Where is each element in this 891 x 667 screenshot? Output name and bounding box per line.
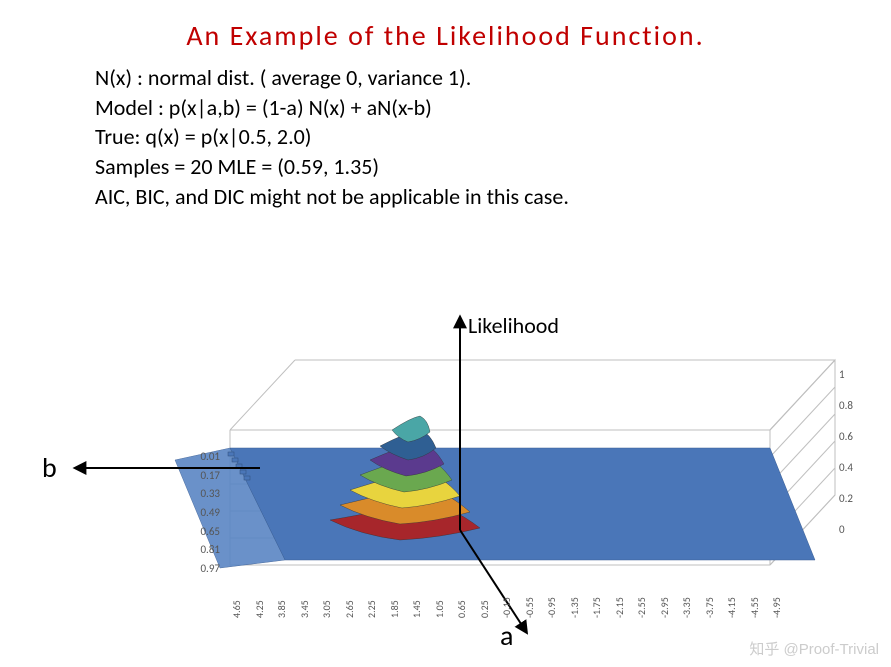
- z-tick: 0: [839, 523, 863, 536]
- surface-floor: [230, 448, 815, 560]
- a-tick: 3.85: [275, 600, 288, 618]
- b-tick: 0.81: [190, 541, 220, 560]
- axis-label-b: b: [42, 450, 57, 485]
- a-tick: -4.15: [725, 597, 738, 618]
- desc-line-1: N(x) : normal dist. ( average 0, varianc…: [95, 63, 811, 93]
- b-tick: 0.01: [190, 448, 220, 467]
- b-tick: 0.17: [190, 467, 220, 486]
- a-axis-ticks: 4.65 4.25 3.85 3.45 3.05 2.65 2.25 1.85 1.45 1.05…: [220, 578, 780, 638]
- a-tick: 0.65: [455, 600, 468, 618]
- a-tick: -4.95: [770, 597, 783, 618]
- a-tick: -1.35: [568, 597, 581, 618]
- a-tick: -0.55: [523, 597, 536, 618]
- z-tick: 1: [839, 368, 863, 381]
- a-tick: 3.45: [298, 600, 311, 618]
- z-axis-ticks: 1 0.8 0.6 0.4 0.2 0: [839, 368, 863, 554]
- desc-line-5: AIC, BIC, and DIC might not be applicabl…: [95, 182, 811, 212]
- a-tick: -2.95: [658, 597, 671, 618]
- a-tick: 0.25: [478, 600, 491, 618]
- b-tick: 0.97: [190, 560, 220, 579]
- b-tick: 0.65: [190, 523, 220, 542]
- a-tick: 1.05: [433, 600, 446, 618]
- a-tick: -0.15: [500, 597, 513, 618]
- a-tick: 1.45: [410, 600, 423, 618]
- desc-line-2: Model : p(x|a,b) = (1-a) N(x) + aN(x-b): [95, 93, 811, 123]
- z-tick: 0.2: [839, 492, 863, 505]
- b-tick: 0.33: [190, 485, 220, 504]
- a-tick: -4.55: [748, 597, 761, 618]
- a-tick: 2.65: [343, 600, 356, 618]
- z-tick: 0.8: [839, 399, 863, 412]
- slide-title: An Example of the Likelihood Function.: [0, 0, 891, 53]
- a-tick: -3.75: [703, 597, 716, 618]
- a-tick: 2.25: [365, 600, 378, 618]
- a-tick: -2.55: [635, 597, 648, 618]
- a-tick: 4.65: [230, 600, 243, 618]
- z-tick: 0.4: [839, 461, 863, 474]
- a-tick: 3.05: [320, 600, 333, 618]
- desc-line-3: True: q(x) = p(x|0.5, 2.0): [95, 122, 811, 152]
- z-tick: 0.6: [839, 430, 863, 443]
- desc-line-4: Samples = 20 MLE = (0.59, 1.35): [95, 152, 811, 182]
- a-tick: 1.85: [388, 600, 401, 618]
- a-tick: -2.15: [613, 597, 626, 618]
- a-tick: -1.75: [590, 597, 603, 618]
- watermark: 知乎 @Proof-Trivial: [749, 638, 879, 659]
- a-tick: -3.35: [680, 597, 693, 618]
- a-tick: 4.25: [253, 600, 266, 618]
- description-block: N(x) : normal dist. ( average 0, varianc…: [0, 53, 891, 211]
- b-axis-ticks: 0.01 0.17 0.33 0.49 0.65 0.81 0.97: [190, 448, 220, 579]
- axis-label-likelihood: Likelihood: [468, 312, 559, 339]
- a-tick: -0.95: [545, 597, 558, 618]
- b-tick: 0.49: [190, 504, 220, 523]
